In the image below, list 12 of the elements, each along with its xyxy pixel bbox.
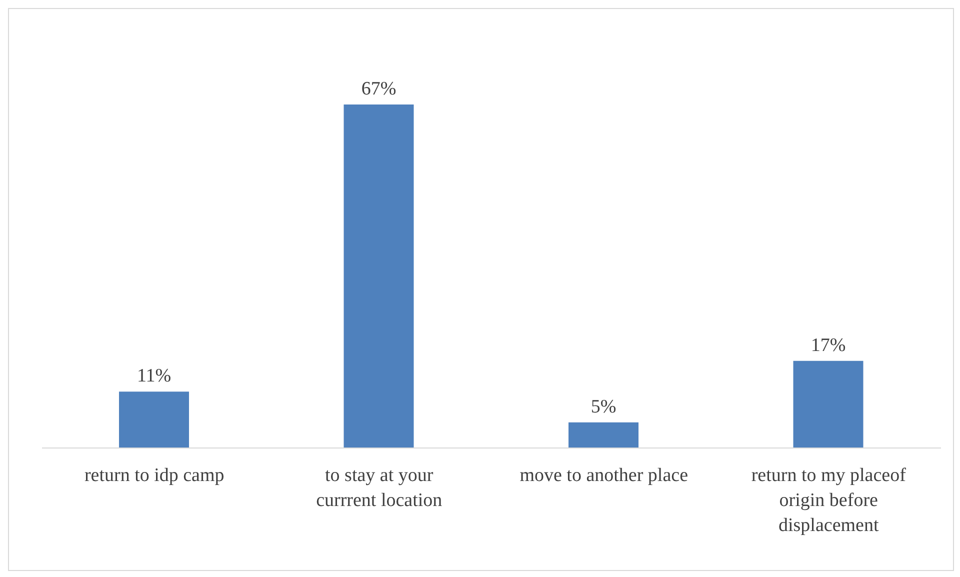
x-tick-label: return to my placeof origin before displacement — [751, 465, 907, 536]
data-label: 5% — [590, 396, 616, 418]
bar — [793, 360, 864, 448]
bar — [344, 104, 414, 448]
data-label: 17% — [810, 334, 846, 356]
bar — [568, 422, 638, 448]
bar — [119, 392, 189, 448]
data-label: 11% — [136, 366, 172, 387]
data-label: 67% — [361, 78, 396, 100]
x-tick-label: to stay at your currrent location — [316, 465, 443, 511]
x-tick-label: return to idp camp — [84, 465, 224, 486]
x-tick-label: move to another place — [520, 465, 688, 486]
